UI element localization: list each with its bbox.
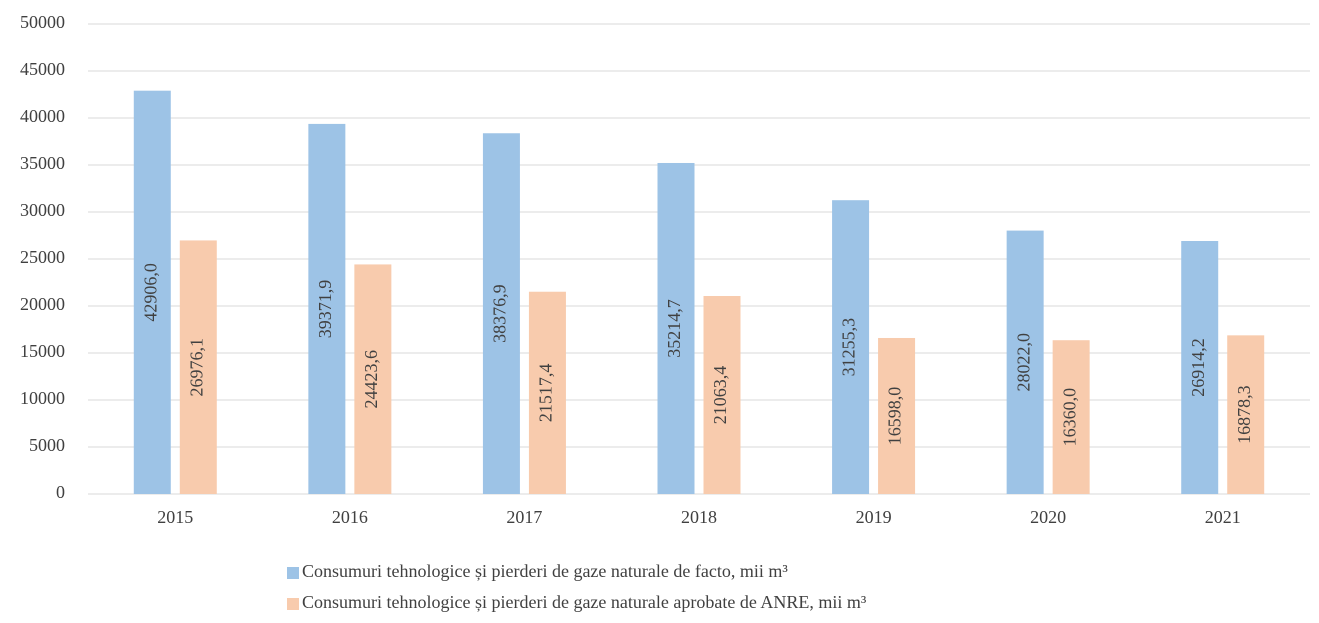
data-label: 42906,0 <box>140 263 160 322</box>
bar <box>482 133 520 494</box>
y-tick-label: 40000 <box>20 106 65 126</box>
data-label: 21063,4 <box>710 366 730 425</box>
legend-swatch <box>287 598 299 610</box>
data-label: 26914,2 <box>1188 338 1208 397</box>
legend-swatch <box>287 567 299 579</box>
data-label: 26976,1 <box>186 338 206 397</box>
x-tick-label: 2019 <box>856 507 892 527</box>
y-tick-label: 30000 <box>20 200 65 220</box>
bar <box>1006 230 1044 494</box>
y-tick-label: 10000 <box>20 388 65 408</box>
x-tick-label: 2018 <box>681 507 717 527</box>
y-tick-label: 20000 <box>20 294 65 314</box>
bar <box>657 162 695 495</box>
y-tick-label: 45000 <box>20 59 65 79</box>
bar <box>832 200 870 494</box>
x-tick-label: 2021 <box>1205 507 1241 527</box>
bar <box>179 240 217 494</box>
x-tick-label: 2015 <box>157 507 193 527</box>
data-label: 16878,3 <box>1234 385 1254 444</box>
bar <box>1052 340 1090 494</box>
y-tick-label: 0 <box>56 482 65 502</box>
data-label: 16360,0 <box>1059 388 1079 447</box>
bar <box>308 123 346 494</box>
data-label: 28022,0 <box>1013 333 1033 392</box>
bar <box>1181 241 1219 494</box>
data-label: 35214,7 <box>664 299 684 358</box>
y-tick-label: 35000 <box>20 153 65 173</box>
y-tick-label: 15000 <box>20 341 65 361</box>
data-label: 24423,6 <box>361 350 381 409</box>
y-tick-label: 5000 <box>29 435 65 455</box>
legend-label: Consumuri tehnologice și pierderi de gaz… <box>302 561 788 581</box>
x-tick-label: 2016 <box>332 507 368 527</box>
data-label: 31255,3 <box>839 318 859 377</box>
bar <box>354 264 392 494</box>
x-tick-label: 2020 <box>1030 507 1066 527</box>
x-tick-label: 2017 <box>506 507 542 527</box>
bar <box>878 337 916 494</box>
y-tick-label: 25000 <box>20 247 65 267</box>
y-tick-label: 50000 <box>20 12 65 32</box>
data-label: 39371,9 <box>315 280 335 339</box>
bar <box>1227 335 1265 494</box>
bar <box>528 291 566 494</box>
bar <box>133 90 171 495</box>
data-label: 38376,9 <box>490 284 510 343</box>
bar <box>703 296 741 494</box>
data-label: 16598,0 <box>885 387 905 446</box>
legend-label: Consumuri tehnologice și pierderi de gaz… <box>302 592 867 612</box>
data-label: 21517,4 <box>536 364 556 423</box>
